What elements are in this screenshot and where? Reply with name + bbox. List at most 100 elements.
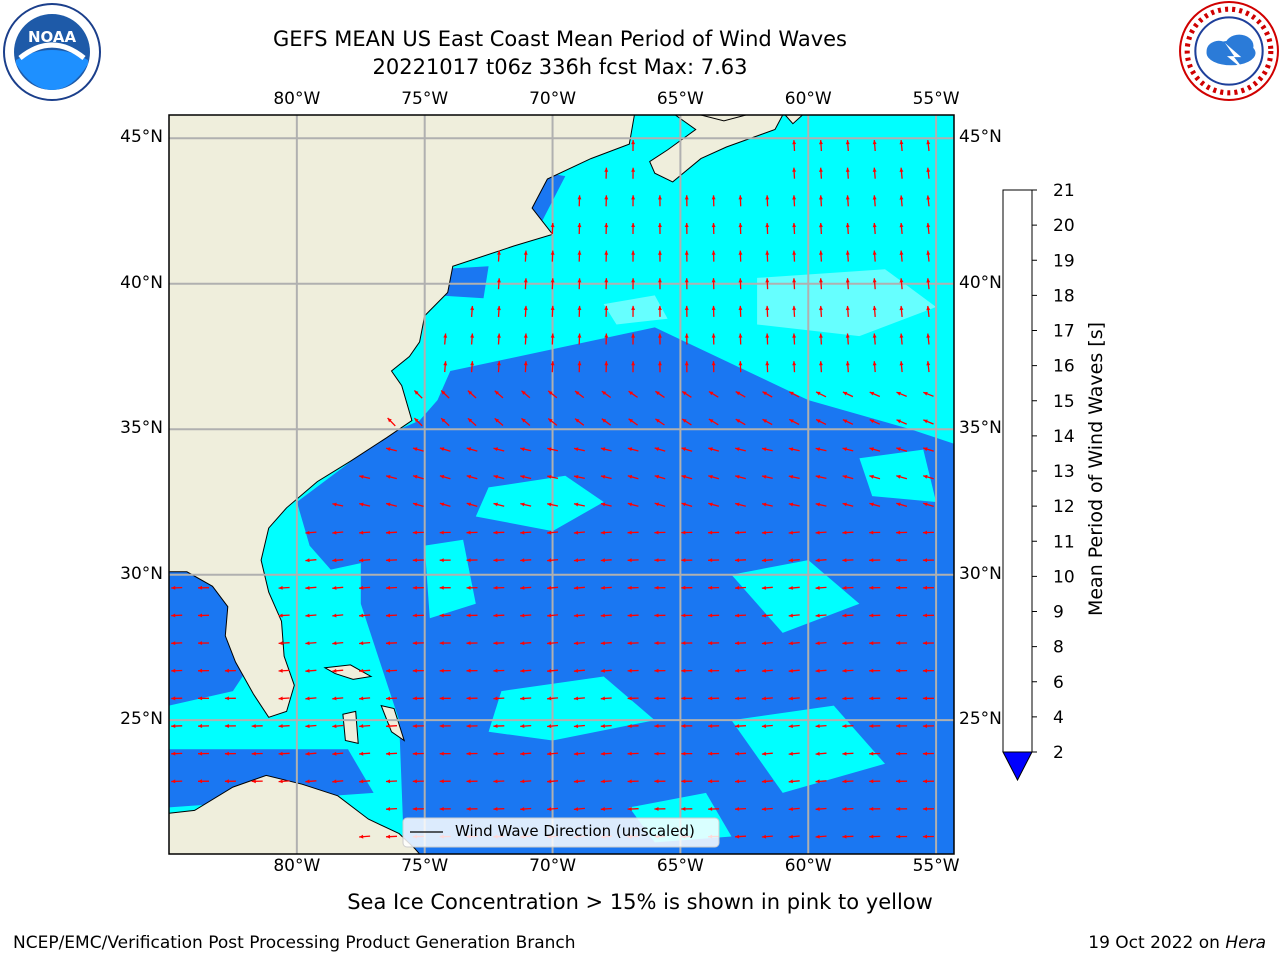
wave-arrow (305, 613, 317, 618)
wave-arrow (573, 586, 585, 590)
wave-arrow (493, 779, 505, 784)
wave-arrow (792, 361, 797, 373)
wave-arrow (387, 417, 396, 427)
wave-arrow (466, 613, 478, 618)
wave-arrow (520, 668, 532, 673)
colorbar-tick-label: 8 (1053, 638, 1064, 658)
wave-arrow (896, 391, 907, 398)
graticule (169, 115, 954, 854)
wave-arrow (573, 751, 585, 756)
wave-arrow (631, 305, 636, 317)
wave-arrow (171, 613, 183, 618)
wave-arrow (815, 668, 827, 673)
wave-arrow (734, 724, 747, 728)
wave-arrow (922, 834, 934, 839)
wave-arrow (654, 502, 666, 508)
wave-arrow (788, 641, 800, 646)
wave-arrow (896, 807, 908, 811)
wave-arrow (922, 807, 934, 811)
wave-arrow (869, 447, 881, 452)
wave-arrow (305, 724, 317, 729)
wave-arrow (734, 751, 747, 756)
wave-arrow (385, 779, 398, 784)
wave-arrow (684, 333, 689, 345)
wave-arrow (734, 558, 747, 563)
wave-arrow (604, 305, 609, 317)
wave-arrow (627, 530, 639, 535)
wave-arrow (708, 502, 720, 507)
lon-tick-label-top: 70°W (529, 89, 577, 109)
wave-arrow (466, 530, 478, 535)
wave-arrow (788, 751, 800, 756)
wave-arrow (631, 167, 636, 179)
wave-arrow (923, 502, 934, 508)
wave-arrow (788, 502, 800, 507)
wave-arrow (359, 668, 371, 673)
lon-tick-label-top: 55°W (912, 89, 960, 109)
wave-arrow (735, 447, 746, 452)
wave-arrow (926, 305, 931, 317)
wave-arrow (899, 361, 904, 373)
wave-arrow (735, 418, 746, 426)
wave-arrow (869, 585, 881, 590)
wave-arrow (439, 696, 451, 701)
wave-arrow (788, 558, 800, 563)
wave-arrow (466, 447, 478, 452)
wave-arrow (521, 417, 531, 426)
wave-arrow (332, 668, 344, 673)
wave-arrow (332, 641, 344, 646)
wave-arrow (845, 250, 850, 262)
wave-arrow (332, 586, 344, 590)
footer-date-text: 19 Oct 2022 on (1088, 933, 1226, 953)
svg-text:NOAA: NOAA (28, 28, 77, 46)
wave-arrow (600, 530, 612, 535)
wave-arrow (573, 502, 585, 507)
wave-arrow (654, 696, 666, 701)
wave-arrow (788, 834, 800, 839)
wave-arrow (573, 447, 585, 452)
wave-arrow (654, 807, 666, 811)
wave-arrow (922, 696, 934, 701)
wave-arrow (573, 613, 585, 618)
wave-arrow (711, 195, 716, 207)
wave-arrow (385, 502, 397, 507)
wave-arrow (547, 751, 559, 756)
wave-arrow (439, 530, 451, 535)
wave-arrow (547, 502, 559, 507)
wave-arrow (896, 502, 908, 508)
wave-arrow (899, 195, 904, 207)
wave-arrow (494, 417, 504, 426)
wave-arrow (842, 585, 854, 590)
wave-arrow (815, 724, 827, 728)
wave-arrow (658, 222, 662, 235)
wave-arrow (681, 418, 692, 426)
lat-tick-label-right: 30°N (959, 563, 1002, 584)
wave-arrow (385, 613, 398, 618)
wave-arrow (547, 417, 558, 426)
wave-arrow (171, 668, 183, 673)
wave-arrow (788, 586, 800, 590)
wave-arrow (899, 140, 904, 152)
wave-arrow (711, 361, 716, 373)
colorbar-tick-label: 16 (1053, 357, 1075, 377)
wave-arrow (708, 418, 719, 426)
wave-arrow (655, 418, 665, 426)
wave-arrow (439, 668, 451, 673)
wave-arrow (412, 447, 424, 452)
wave-arrow (523, 361, 528, 373)
wave-arrow (708, 668, 720, 673)
wave-arrow (412, 779, 424, 784)
wave-arrow (412, 530, 424, 535)
wave-arrow (845, 333, 850, 345)
wave-arrow (734, 807, 747, 811)
wave-arrow (520, 751, 532, 756)
wave-arrow (761, 751, 773, 756)
wave-arrow (842, 447, 854, 452)
wave-arrow (573, 696, 585, 701)
wave-arrow (412, 585, 424, 590)
wave-arrow (493, 558, 505, 563)
wave-arrow (788, 724, 800, 729)
wave-arrow (788, 530, 800, 535)
wave-arrow (922, 613, 934, 618)
wave-arrow (762, 391, 773, 398)
